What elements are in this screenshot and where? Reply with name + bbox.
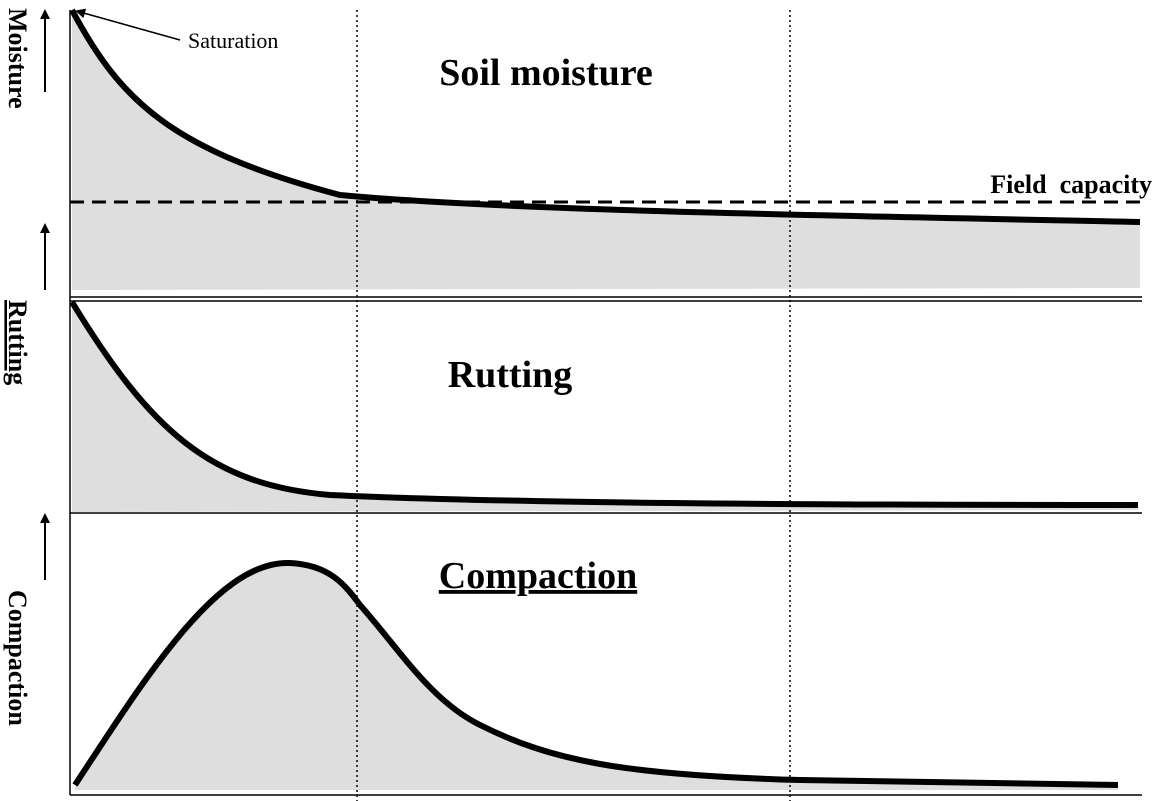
axis-label: Moisture [3,8,32,109]
moisture-curve [69,8,1141,225]
annotation: Field capacity [990,170,1152,199]
axis-label: Compaction [3,590,32,726]
panel-title: Rutting [448,354,573,396]
compaction-area [75,562,1118,790]
panel-title: Compaction [439,555,637,597]
moisture-area [72,10,1140,290]
panel-title: Soil moisture [439,52,653,94]
annotation: Saturation [188,28,278,53]
saturation-arrow [75,8,181,41]
compaction-curve [72,559,1119,788]
rutting-area [72,302,1138,512]
axis-label: Rutting [3,300,32,385]
rutting-curve [69,300,1139,508]
